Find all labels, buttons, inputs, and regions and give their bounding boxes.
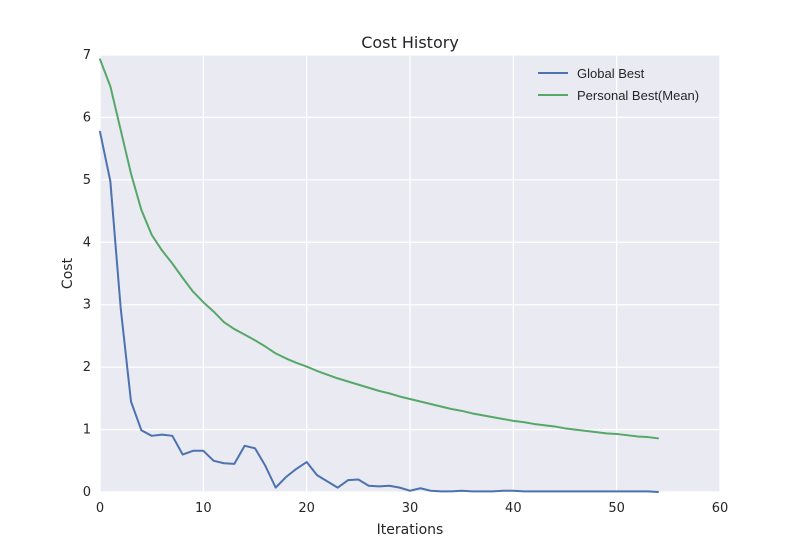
y-tick-label: 1 — [83, 423, 91, 438]
y-axis-label: Cost — [60, 257, 76, 289]
y-tick-label: 2 — [83, 360, 91, 375]
y-tick-label: 5 — [83, 173, 91, 188]
x-axis-label: Iterations — [377, 522, 444, 538]
series-lines — [99, 58, 659, 493]
x-tick-label: 60 — [712, 501, 729, 516]
tick-labels: 0 10 20 30 40 50 60 0 1 2 3 4 5 6 7 — [83, 48, 729, 516]
x-tick-label: 50 — [608, 501, 625, 516]
x-tick-label: 10 — [195, 501, 212, 516]
series-line-global-best — [99, 130, 659, 493]
x-tick-label: 20 — [298, 501, 315, 516]
x-tick-label: 40 — [505, 501, 522, 516]
y-tick-label: 6 — [83, 110, 91, 125]
chart-title: Cost History — [361, 33, 459, 52]
y-tick-label: 3 — [83, 298, 91, 313]
y-tick-label: 7 — [83, 48, 91, 63]
y-tick-label: 4 — [83, 235, 91, 250]
grid-lines — [99, 54, 721, 493]
x-tick-label: 0 — [96, 501, 104, 516]
series-line-personal-best-mean — [99, 58, 659, 440]
legend: Global Best Personal Best(Mean) — [538, 66, 699, 103]
legend-label-global-best: Global Best — [577, 66, 645, 81]
legend-label-personal-best-mean: Personal Best(Mean) — [577, 88, 699, 103]
x-tick-label: 30 — [402, 501, 419, 516]
y-tick-label: 0 — [83, 485, 91, 500]
